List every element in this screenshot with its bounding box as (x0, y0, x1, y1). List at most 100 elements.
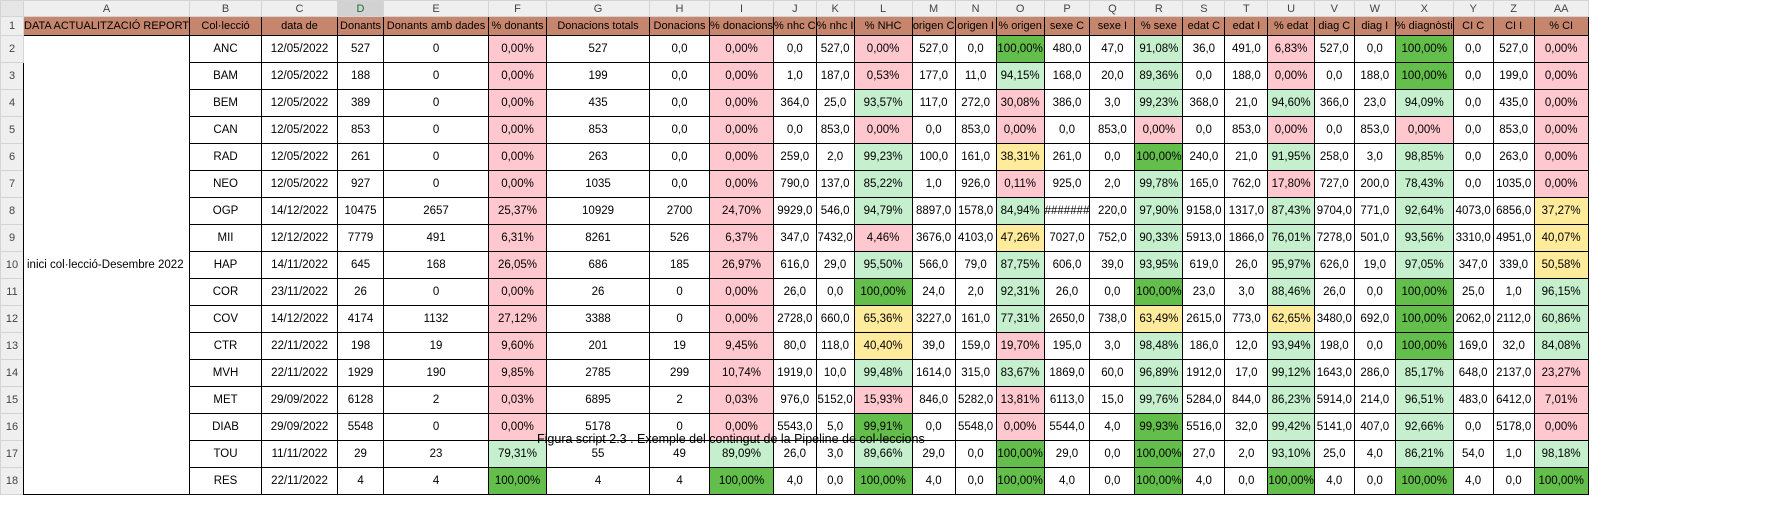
cell-t[interactable]: 762,0 (1224, 170, 1269, 198)
column-header[interactable]: Donants (337, 16, 385, 36)
cell-c[interactable]: 14/11/2022 (261, 251, 339, 279)
cell-y[interactable]: 169,0 (1452, 332, 1494, 360)
cell-b[interactable]: COV (189, 305, 263, 333)
column-letter-t[interactable]: T (1224, 0, 1269, 17)
cell-c[interactable]: 12/12/2022 (261, 224, 339, 252)
cell-c[interactable]: 22/11/2022 (261, 467, 339, 495)
cell-t[interactable]: 21,0 (1224, 143, 1269, 171)
cell-l[interactable]: 89,66% (853, 440, 913, 468)
cell-k[interactable]: 853,0 (815, 116, 855, 144)
cell-r[interactable]: 96,89% (1134, 359, 1184, 387)
cell-n[interactable]: 0,0 (954, 35, 997, 63)
cell-q[interactable]: 20,0 (1089, 62, 1136, 90)
cell-g[interactable]: 853 (546, 116, 651, 144)
row-number[interactable]: 1 (0, 16, 24, 36)
cell-w[interactable]: 0,0 (1353, 467, 1396, 495)
cell-v[interactable]: 25,0 (1313, 440, 1355, 468)
cell-h[interactable]: 526 (649, 224, 711, 252)
cell-b[interactable]: TOU (189, 440, 263, 468)
cell-h[interactable]: 19 (649, 332, 711, 360)
cell-e[interactable]: 0 (383, 116, 490, 144)
cell-n[interactable]: 5282,0 (954, 386, 997, 414)
cell-j[interactable]: 347,0 (773, 224, 817, 252)
column-letter-u[interactable]: U (1267, 0, 1315, 17)
cell-b[interactable]: DIAB (189, 413, 263, 441)
cell-m[interactable]: 3676,0 (911, 224, 956, 252)
cell-g[interactable]: 4 (546, 467, 651, 495)
cell-d[interactable]: 198 (337, 332, 385, 360)
cell-l[interactable]: 65,36% (853, 305, 913, 333)
column-letter-f[interactable]: F (488, 0, 548, 17)
cell-k[interactable]: 5152,0 (815, 386, 855, 414)
cell-aa[interactable]: 50,58% (1533, 251, 1589, 279)
cell-c[interactable]: 14/12/2022 (261, 197, 339, 225)
cell-c[interactable]: 11/11/2022 (261, 440, 339, 468)
cell-u[interactable]: 94,60% (1267, 89, 1315, 117)
cell-c[interactable]: 14/12/2022 (261, 305, 339, 333)
cell-t[interactable]: 491,0 (1224, 35, 1269, 63)
cell-g[interactable]: 10929 (546, 197, 651, 225)
cell-l[interactable]: 0,00% (853, 35, 913, 63)
cell-b[interactable]: MET (189, 386, 263, 414)
column-letter-aa[interactable]: AA (1533, 0, 1589, 17)
cell-r[interactable]: 0,00% (1134, 116, 1184, 144)
cell-f[interactable]: 6,31% (488, 224, 548, 252)
column-header[interactable]: % sexe (1134, 16, 1184, 36)
cell-v[interactable]: 4,0 (1313, 467, 1355, 495)
cell-w[interactable]: 0,0 (1353, 278, 1396, 306)
cell-n[interactable]: 161,0 (954, 143, 997, 171)
cell-x[interactable]: 98,85% (1394, 143, 1454, 171)
column-letter-y[interactable]: Y (1452, 0, 1494, 17)
cell-x[interactable]: 100,00% (1394, 467, 1454, 495)
cell-w[interactable]: 4,0 (1353, 440, 1396, 468)
cell-z[interactable]: 435,0 (1492, 89, 1535, 117)
cell-f[interactable]: 0,00% (488, 170, 548, 198)
cell-v[interactable]: 1643,0 (1313, 359, 1355, 387)
cell-z[interactable]: 0,0 (1492, 467, 1535, 495)
column-letter-s[interactable]: S (1182, 0, 1226, 17)
cell-c[interactable]: 12/05/2022 (261, 62, 339, 90)
column-header[interactable]: edat I (1224, 16, 1269, 36)
cell-l[interactable]: 15,93% (853, 386, 913, 414)
cell-x[interactable]: 78,43% (1394, 170, 1454, 198)
cell-f[interactable]: 0,00% (488, 278, 548, 306)
cell-q[interactable]: 60,0 (1089, 359, 1136, 387)
cell-z[interactable]: 339,0 (1492, 251, 1535, 279)
column-letter-x[interactable]: X (1394, 0, 1454, 17)
cell-v[interactable]: 258,0 (1313, 143, 1355, 171)
row-number[interactable]: 13 (0, 332, 24, 360)
cell-u[interactable]: 91,95% (1267, 143, 1315, 171)
cell-x[interactable]: 100,00% (1394, 305, 1454, 333)
cell-aa[interactable]: 0,00% (1533, 413, 1589, 441)
cell-x[interactable]: 93,56% (1394, 224, 1454, 252)
cell-d[interactable]: 527 (337, 35, 385, 63)
column-header[interactable]: Donacions (649, 16, 711, 36)
cell-w[interactable]: 188,0 (1353, 62, 1396, 90)
cell-y[interactable]: 4,0 (1452, 467, 1494, 495)
cell-q[interactable]: 752,0 (1089, 224, 1136, 252)
cell-q[interactable]: 4,0 (1089, 413, 1136, 441)
cell-r[interactable]: 89,36% (1134, 62, 1184, 90)
cell-h[interactable]: 0 (649, 305, 711, 333)
cell-s[interactable]: 9158,0 (1182, 197, 1226, 225)
cell-i[interactable]: 0,00% (709, 413, 775, 441)
cell-s[interactable]: 5913,0 (1182, 224, 1226, 252)
cell-y[interactable]: 0,0 (1452, 35, 1494, 63)
cell-z[interactable]: 1035,0 (1492, 170, 1535, 198)
cell-w[interactable]: 3,0 (1353, 143, 1396, 171)
column-header[interactable]: Donants amb dades (383, 16, 490, 36)
cell-aa[interactable]: 84,08% (1533, 332, 1589, 360)
cell-m[interactable]: 566,0 (911, 251, 956, 279)
column-letter-g[interactable]: G (546, 0, 651, 17)
cell-k[interactable]: 29,0 (815, 251, 855, 279)
cell-o[interactable]: 84,94% (995, 197, 1045, 225)
row-number[interactable]: 18 (0, 467, 24, 495)
cell-l[interactable]: 94,79% (853, 197, 913, 225)
cell-aa[interactable]: 0,00% (1533, 143, 1589, 171)
cell-i[interactable]: 0,00% (709, 305, 775, 333)
cell-g[interactable]: 263 (546, 143, 651, 171)
cell-i[interactable]: 0,00% (709, 116, 775, 144)
cell-i[interactable]: 0,00% (709, 170, 775, 198)
row-number[interactable]: 2 (0, 35, 24, 63)
cell-h[interactable]: 0 (649, 278, 711, 306)
